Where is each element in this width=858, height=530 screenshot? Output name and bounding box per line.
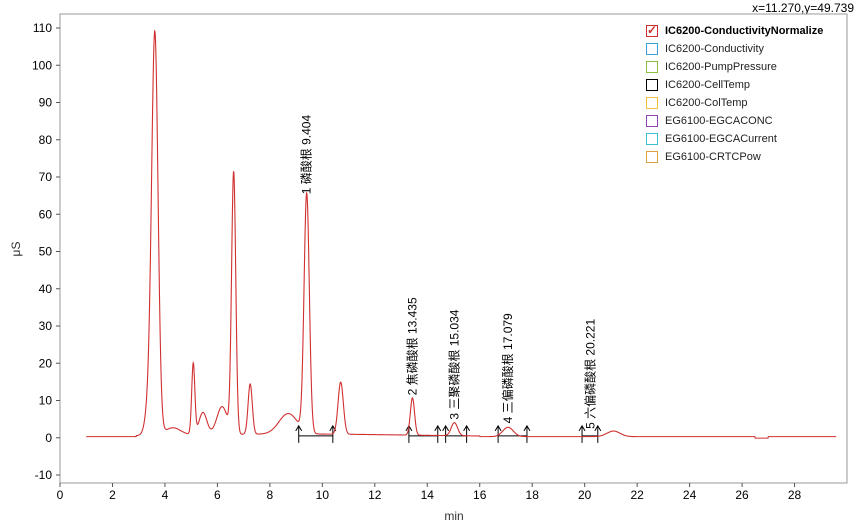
checkbox[interactable] bbox=[646, 43, 658, 55]
integration-arrow bbox=[523, 424, 531, 432]
y-tick-label: 40 bbox=[39, 282, 53, 296]
integration-arrow bbox=[594, 424, 602, 432]
x-tick-label: 24 bbox=[683, 488, 697, 502]
peak-label: 3 三聚磷酸根 15.034 bbox=[446, 309, 461, 419]
legend-label: EG6100-CRTCPow bbox=[665, 151, 761, 163]
peak-annotations: 1 磷酸根 9.404 2 焦磷酸根 13.435 3 三聚磷酸根 15.034 4 … bbox=[295, 115, 602, 443]
peak-marker-2: 2 焦磷酸根 13.435 bbox=[404, 297, 442, 443]
x-tick-label: 16 bbox=[473, 488, 487, 502]
x-tick-label: 14 bbox=[421, 488, 435, 502]
legend-label: EG6100-EGCACurrent bbox=[665, 133, 777, 145]
y-axis-title: μS bbox=[9, 242, 23, 257]
series-line-conductivity-normalize bbox=[86, 29, 837, 439]
legend-label: IC6200-ColTemp bbox=[665, 97, 748, 109]
x-tick-label: 20 bbox=[578, 488, 592, 502]
peak-marker-3: 3 三聚磷酸根 15.034 bbox=[442, 309, 471, 443]
x-axis-title: min bbox=[444, 509, 463, 523]
checkbox[interactable] bbox=[646, 61, 658, 73]
integration-arrow bbox=[494, 424, 502, 432]
legend: ✓ IC6200-ConductivityNormalize IC6200-Cond… bbox=[642, 22, 842, 166]
legend-label: IC6200-ConductivityNormalize bbox=[665, 25, 824, 37]
legend-item[interactable]: EG6100-CRTCPow bbox=[642, 148, 842, 166]
checkbox[interactable] bbox=[646, 151, 658, 163]
integration-arrow bbox=[578, 424, 586, 432]
x-tick-label: 10 bbox=[316, 488, 330, 502]
y-tick-label: 50 bbox=[39, 245, 53, 259]
x-tick-label: 2 bbox=[109, 488, 116, 502]
peak-marker-5: 5 六偏磷酸根 20.221 bbox=[578, 319, 602, 443]
legend-label: IC6200-PumpPressure bbox=[665, 61, 777, 73]
legend-item[interactable]: IC6200-PumpPressure bbox=[642, 58, 842, 76]
x-tick-label: 6 bbox=[214, 488, 221, 502]
integration-arrow bbox=[295, 424, 303, 432]
legend-label: EG6100-EGCACONC bbox=[665, 115, 773, 127]
y-tick-label: 0 bbox=[45, 431, 52, 445]
legend-item[interactable]: IC6200-ColTemp bbox=[642, 94, 842, 112]
integration-arrow bbox=[463, 424, 471, 432]
checkbox-checked[interactable]: ✓ bbox=[646, 23, 658, 37]
y-tick-label: 30 bbox=[39, 319, 53, 333]
integration-arrow bbox=[434, 424, 442, 432]
legend-item[interactable]: ✓ IC6200-ConductivityNormalize bbox=[642, 22, 842, 40]
y-tick-label: 110 bbox=[33, 21, 52, 35]
peak-label: 1 磷酸根 9.404 bbox=[299, 115, 314, 195]
x-tick-label: 18 bbox=[526, 488, 540, 502]
integration-arrow bbox=[442, 424, 450, 432]
x-tick-label: 22 bbox=[630, 488, 644, 502]
peak-label: 5 六偏磷酸根 20.221 bbox=[582, 319, 597, 429]
x-tick-label: 4 bbox=[162, 488, 169, 502]
y-tick-label: 80 bbox=[39, 133, 53, 147]
legend-label: IC6200-Conductivity bbox=[665, 43, 765, 55]
check-icon: ✓ bbox=[647, 23, 658, 37]
y-tick-label: -10 bbox=[35, 468, 53, 482]
x-tick-label: 0 bbox=[57, 488, 64, 502]
checkbox[interactable] bbox=[646, 115, 658, 127]
peak-label: 4 三偏磷酸根 17.079 bbox=[500, 313, 515, 423]
x-tick-label: 12 bbox=[368, 488, 382, 502]
y-tick-label: 100 bbox=[32, 58, 52, 72]
legend-item[interactable]: IC6200-CellTemp bbox=[642, 76, 842, 94]
y-tick-label: 20 bbox=[39, 356, 53, 370]
x-tick-label: 28 bbox=[788, 488, 802, 502]
x-tick-label: 26 bbox=[735, 488, 749, 502]
legend-item[interactable]: EG6100-EGCACurrent bbox=[642, 130, 842, 148]
y-tick-label: 70 bbox=[39, 170, 53, 184]
coordinate-readout: x=11.270,y=49.739 bbox=[752, 1, 854, 15]
legend-item[interactable]: IC6200-Conductivity bbox=[642, 40, 842, 58]
peak-marker-1: 1 磷酸根 9.404 bbox=[295, 115, 337, 443]
y-tick-label: 10 bbox=[39, 394, 53, 408]
y-tick-label: 60 bbox=[39, 207, 53, 221]
checkbox[interactable] bbox=[646, 133, 658, 145]
x-tick-label: 8 bbox=[267, 488, 274, 502]
y-tick-label: 90 bbox=[39, 96, 53, 110]
legend-label: IC6200-CellTemp bbox=[665, 79, 750, 91]
axes: 0 2 4 6 8 10 12 14 16 18 20 22 24 26 28-10010203040506… bbox=[32, 21, 802, 502]
checkbox[interactable] bbox=[646, 79, 658, 91]
checkbox[interactable] bbox=[646, 97, 658, 109]
peak-label: 2 焦磷酸根 13.435 bbox=[404, 297, 419, 395]
legend-item[interactable]: EG6100-EGCACONC bbox=[642, 112, 842, 130]
